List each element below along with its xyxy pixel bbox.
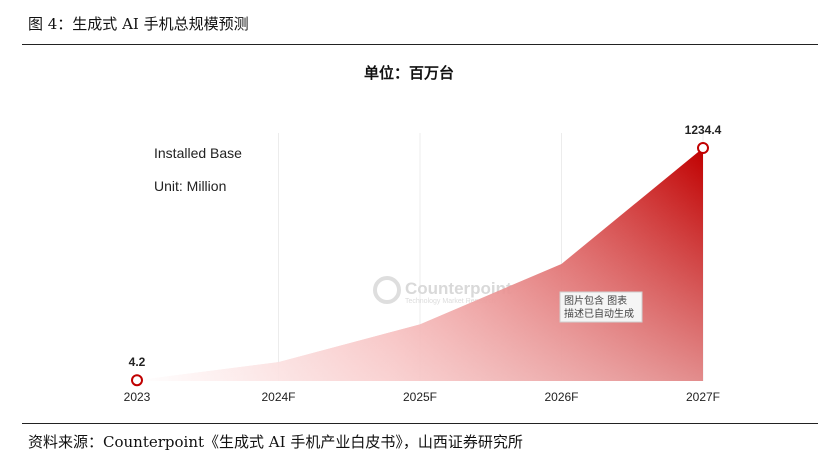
auto-caption-stamp: 图片包含 图表 描述已自动生成 <box>559 291 643 323</box>
source-note: 资料来源：Counterpoint《生成式 AI 手机产业白皮书》，山西证券研究… <box>28 433 523 451</box>
bottom-rule <box>22 423 818 424</box>
watermark-logo-icon <box>373 276 401 304</box>
x-tick-label-2024F: 2024F <box>261 390 295 404</box>
top-rule <box>22 44 818 45</box>
watermark: Counterpoint Technology Market Research <box>373 276 512 305</box>
x-tick-label-2023: 2023 <box>124 390 151 404</box>
figure-title: 图 4：生成式 AI 手机总规模预测 <box>28 15 249 33</box>
watermark-main: Counterpoint <box>405 279 512 298</box>
x-tick-label-2027F: 2027F <box>686 390 720 404</box>
data-label-2023: 4.2 <box>129 355 146 369</box>
annotation-unit: Unit: Million <box>154 178 226 194</box>
watermark-sub: Technology Market Research <box>405 298 496 305</box>
data-label-2027F: 1234.4 <box>685 123 722 137</box>
area-fade-overlay <box>137 148 703 381</box>
annotation-installed-base: Installed Base <box>154 145 242 161</box>
point-marker-2027F <box>697 142 709 154</box>
x-tick-label-2025F: 2025F <box>403 390 437 404</box>
stamp-line-1: 图片包含 图表 <box>564 294 627 307</box>
stamp-line-2: 描述已自动生成 <box>564 307 634 320</box>
x-tick-label-2026F: 2026F <box>544 390 578 404</box>
chart-title: 单位：百万台 <box>363 64 454 82</box>
point-marker-2023 <box>131 374 143 387</box>
